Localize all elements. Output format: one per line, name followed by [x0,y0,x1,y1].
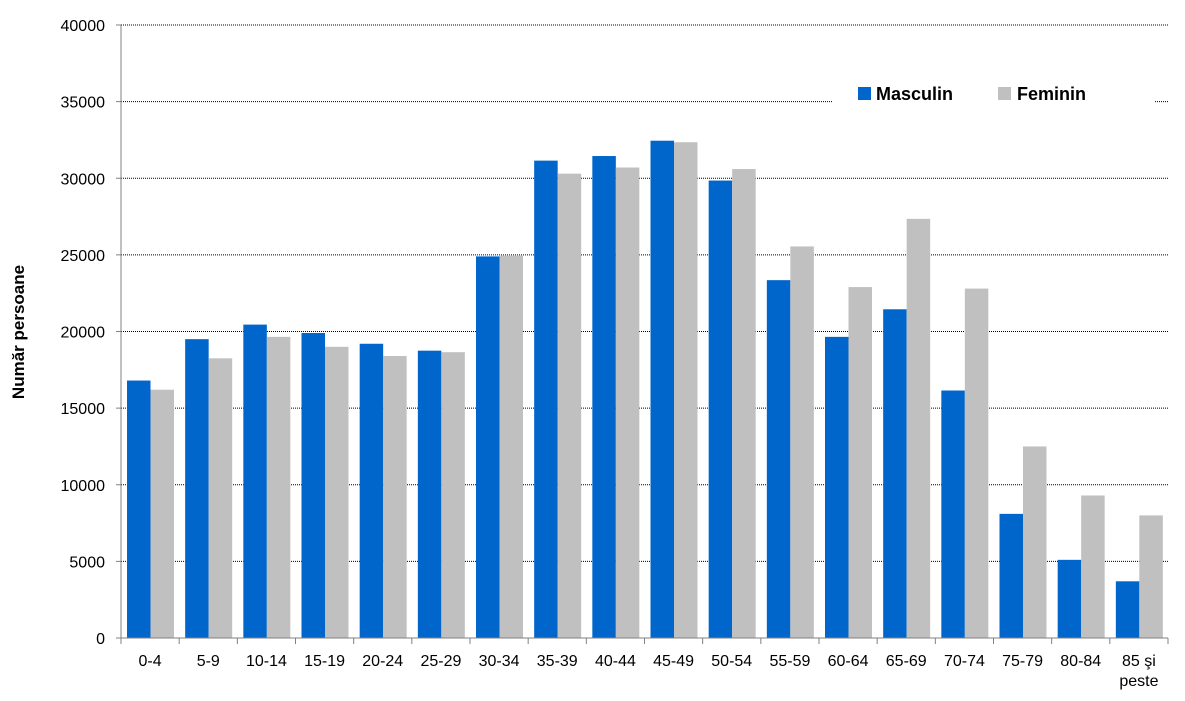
bar-masculin-45-49 [650,140,674,639]
x-tick-label-60-64: 60-64 [828,653,869,670]
bar-masculin-70-74 [941,390,965,638]
bar-feminin-75-79 [1023,446,1047,638]
bar-masculin-50-54 [708,180,733,638]
x-tick-label-35-39: 35-39 [537,653,578,670]
y-tick-label-30000: 30000 [61,171,106,188]
legend-swatch-feminin [998,87,1011,100]
bar-feminin-50-54 [732,169,756,638]
legend: Masculin Feminin [832,70,1154,128]
x-tick-label-80-84: 80-84 [1060,653,1101,670]
bar-feminin-20-24 [383,356,407,638]
bar-masculin-20-24 [359,343,384,638]
x-tick-label-15-19: 15-19 [304,653,345,670]
y-tick-label-40000: 40000 [61,18,106,35]
x-tick-label-40-44: 40-44 [595,653,636,670]
x-tick-labels: 0-4 5-9 10-14 15-19 20-24 25-29 30-34 35-39 40-4… [139,653,1159,690]
bar-masculin-80-84 [1057,559,1082,638]
bar-masculin-5-9 [185,339,209,638]
bar-masculin-40-44 [592,156,616,638]
bar-feminin-85-i-peste [1139,515,1163,638]
y-tick-label-25000: 25000 [61,248,106,265]
bar-masculin-75-79 [999,513,1023,638]
bar-masculin-65-69 [883,309,907,638]
bar-feminin-65-69 [906,218,931,638]
legend-label-masculin: Masculin [876,84,953,104]
x-tick-label-70-74: 70-74 [944,653,985,670]
bar-feminin-55-59 [790,246,814,639]
x-tick-label-75-79: 75-79 [1002,653,1043,670]
legend-background [832,70,1154,128]
bar-masculin-55-59 [766,280,791,638]
bar-masculin-35-39 [534,160,558,638]
bar-masculin-10-14 [243,324,267,638]
y-tick-label-15000: 15000 [61,401,106,418]
legend-swatch-masculin [858,87,871,100]
bar-feminin-30-34 [499,255,523,639]
bar-masculin-30-34 [476,256,500,638]
x-tick-label-20-24: 20-24 [362,653,403,670]
x-tick-label-0-4: 0-4 [139,653,162,670]
x-tick-label-85-i-peste: 85 şi peste [1119,653,1158,690]
x-tick-label-55-59: 55-59 [769,653,810,670]
x-tick-label-45-49: 45-49 [653,653,694,670]
bar-feminin-70-74 [964,288,989,638]
axes [116,24,1169,644]
bars [127,140,1163,639]
bar-masculin-85-i-peste [1115,581,1140,638]
bar-feminin-10-14 [266,336,291,638]
bar-feminin-0-4 [150,389,174,638]
bar-feminin-25-29 [441,352,465,638]
y-tick-label-20000: 20000 [61,325,106,342]
y-tick-labels: 0 5000 10000 15000 20000 25000 30000 35000 40000 [61,18,106,648]
x-tick-label-10-14: 10-14 [246,653,287,670]
y-tick-label-10000: 10000 [61,478,106,495]
bar-feminin-45-49 [674,142,698,638]
bar-feminin-60-64 [848,287,872,638]
y-axis-title: Număr persoane [9,265,28,399]
bar-feminin-15-19 [325,346,349,638]
bar-feminin-35-39 [557,173,582,638]
legend-label-feminin: Feminin [1017,84,1086,104]
bar-feminin-40-44 [615,167,640,638]
bar-masculin-0-4 [127,380,151,638]
bar-feminin-80-84 [1081,495,1105,638]
y-tick-label-35000: 35000 [61,95,106,112]
y-tick-label-5000: 5000 [69,554,105,571]
bar-masculin-15-19 [301,333,325,638]
bar-masculin-25-29 [417,350,442,638]
bar-feminin-5-9 [208,358,233,638]
x-tick-label-25-29: 25-29 [420,653,461,670]
x-tick-label-30-34: 30-34 [479,653,520,670]
x-tick-label-50-54: 50-54 [711,653,752,670]
y-tick-label-0: 0 [96,631,105,648]
bar-masculin-60-64 [825,336,849,638]
x-tick-label-65-69: 65-69 [886,653,927,670]
x-tick-label-5-9: 5-9 [197,653,220,670]
